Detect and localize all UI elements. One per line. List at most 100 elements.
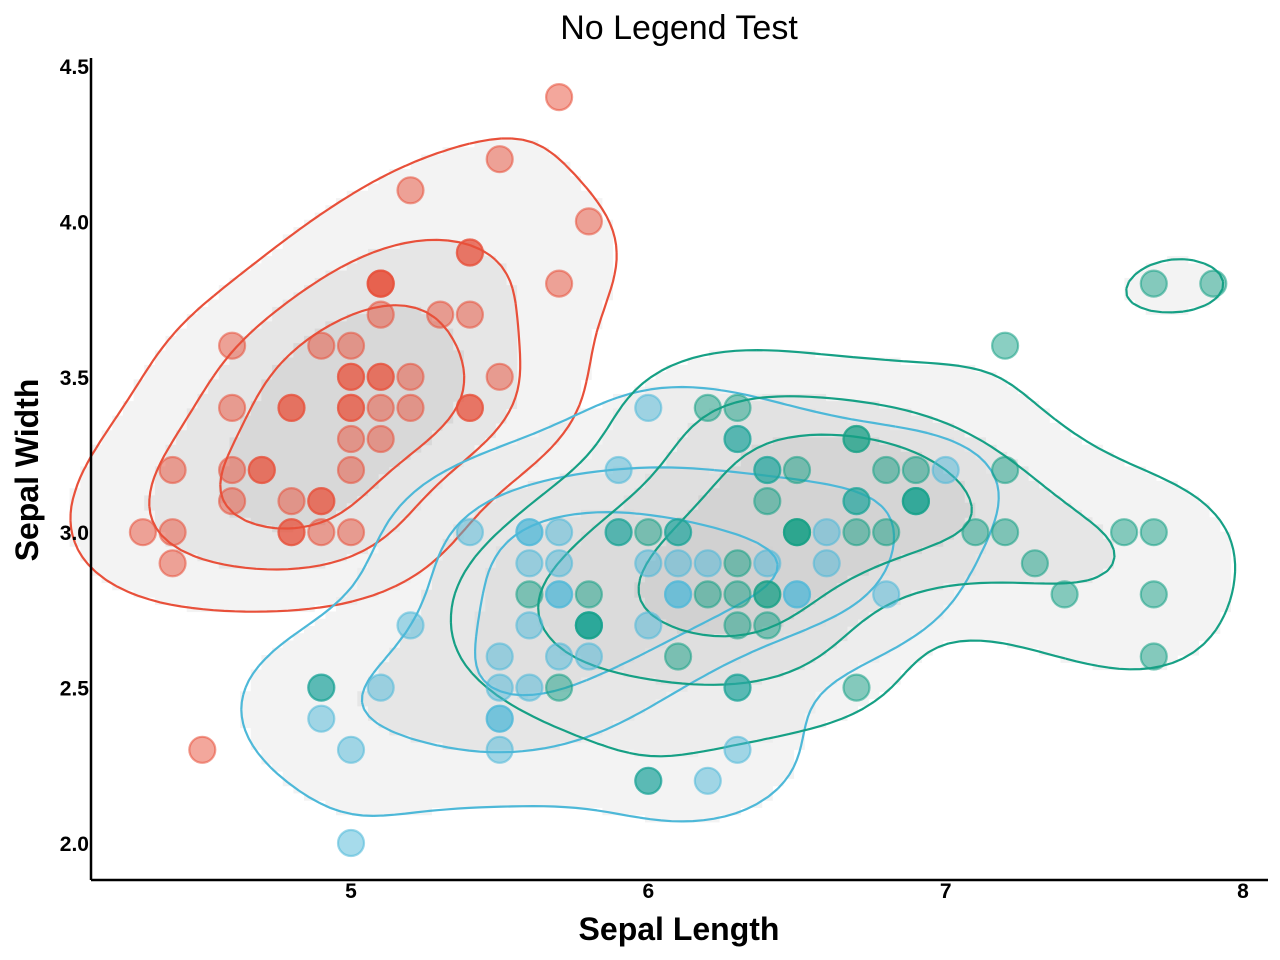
data-point	[782, 455, 812, 485]
data-point	[693, 580, 722, 609]
x-tick-label: 5	[345, 880, 357, 903]
data-point	[336, 518, 366, 547]
data-point	[544, 673, 574, 702]
data-point	[396, 611, 425, 640]
data-point	[1139, 580, 1168, 609]
data-point	[485, 362, 514, 391]
data-point	[1199, 269, 1228, 298]
data-point	[663, 580, 693, 609]
data-point	[872, 580, 901, 609]
scatter-points	[128, 82, 1228, 858]
data-point	[1109, 518, 1139, 547]
y-tick-label: 3.5	[60, 367, 90, 390]
data-point	[515, 549, 544, 578]
data-point	[366, 393, 395, 422]
data-point	[1020, 549, 1050, 578]
data-point	[366, 424, 395, 454]
data-point	[277, 487, 306, 516]
data-point	[872, 455, 901, 485]
data-point	[336, 331, 366, 360]
density-contours	[69, 137, 1237, 823]
x-tick-label: 8	[1237, 880, 1249, 903]
data-point	[1139, 642, 1168, 671]
data-point	[396, 176, 425, 205]
data-point	[188, 735, 217, 764]
data-point	[396, 362, 425, 391]
data-point	[753, 611, 782, 640]
data-point	[515, 611, 544, 640]
data-point	[158, 455, 187, 485]
data-point	[544, 549, 574, 578]
data-point	[663, 518, 693, 547]
data-point	[842, 487, 871, 516]
data-point	[753, 549, 782, 578]
y-tick-label: 4.0	[60, 211, 89, 234]
data-point	[634, 549, 663, 578]
data-point	[990, 455, 1020, 485]
data-point	[247, 455, 276, 485]
x-tick-label: 6	[642, 880, 654, 903]
data-point	[336, 362, 366, 391]
data-point	[515, 580, 544, 609]
data-point	[307, 704, 336, 733]
data-point	[544, 82, 574, 112]
data-point	[218, 331, 247, 360]
data-point	[961, 518, 990, 547]
data-point	[544, 642, 574, 671]
data-point	[128, 518, 157, 547]
data-point	[574, 580, 604, 609]
data-point	[1139, 269, 1168, 298]
data-point	[634, 611, 663, 640]
data-point	[753, 455, 782, 485]
data-point	[723, 580, 752, 609]
data-point	[426, 300, 455, 329]
data-point	[455, 393, 484, 422]
data-point	[277, 393, 306, 422]
data-point	[485, 642, 514, 671]
x-axis-label: Sepal Length	[579, 911, 780, 947]
data-point	[990, 518, 1020, 547]
data-point	[574, 611, 604, 640]
data-point	[485, 704, 514, 733]
contour-line	[240, 385, 1000, 823]
data-point	[753, 487, 782, 516]
data-point	[723, 424, 752, 454]
data-point	[485, 735, 514, 764]
contour-line	[148, 238, 522, 571]
data-point	[544, 518, 574, 547]
data-point	[663, 642, 693, 671]
data-point	[723, 393, 752, 422]
data-point	[901, 487, 931, 516]
data-point	[693, 766, 722, 795]
data-point	[396, 393, 425, 422]
contour-line	[537, 395, 1116, 686]
data-point	[872, 518, 901, 547]
data-point	[485, 145, 514, 174]
data-point	[574, 207, 604, 236]
data-point	[455, 518, 484, 547]
x-axis-ticks: 5 6 7 8	[345, 880, 1249, 903]
data-point	[515, 673, 544, 702]
data-point	[485, 673, 514, 702]
y-tick-label: 4.5	[60, 56, 90, 79]
contour-fill	[218, 306, 464, 533]
data-point	[812, 518, 841, 547]
data-point	[218, 455, 247, 485]
chart-title: No Legend Test	[560, 9, 798, 47]
data-point	[158, 549, 187, 578]
data-point	[277, 518, 306, 547]
data-point	[901, 455, 931, 485]
data-point	[307, 487, 336, 516]
data-point	[1050, 580, 1079, 609]
data-point	[574, 642, 604, 671]
contour-line	[449, 258, 1237, 758]
contour-line	[69, 137, 618, 613]
data-point	[634, 518, 663, 547]
data-point	[604, 518, 633, 547]
data-point	[455, 238, 484, 267]
data-point	[782, 580, 812, 609]
data-point	[663, 549, 693, 578]
data-point	[782, 518, 812, 547]
data-point	[307, 331, 336, 360]
